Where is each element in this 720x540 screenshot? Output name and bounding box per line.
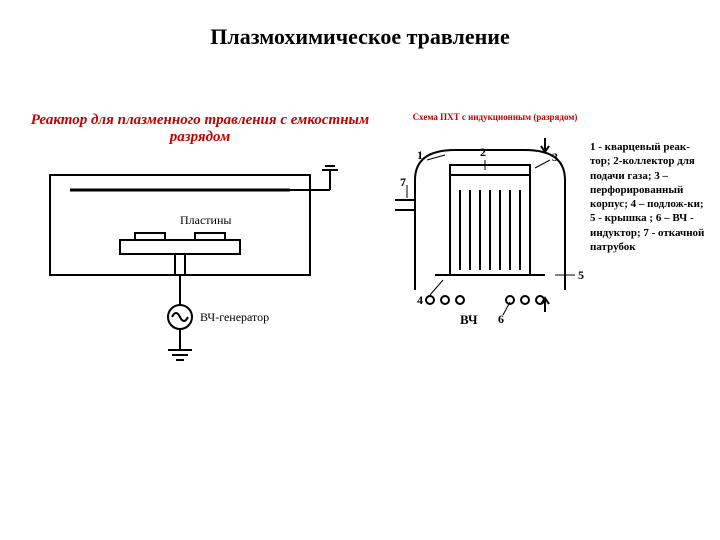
- label-bch: ВЧ: [460, 312, 478, 328]
- num-7: 7: [400, 175, 406, 190]
- label-plates: Пластины: [180, 213, 231, 228]
- right-diagram-caption: Схема ПХТ с индукционным (разрядом): [410, 112, 580, 122]
- slide-title: Плазмохимическое травление: [0, 24, 720, 50]
- left-diagram-caption: Реактор для плазменного травления с емко…: [30, 112, 370, 146]
- num-4: 4: [417, 293, 423, 308]
- label-generator: ВЧ-генератор: [200, 310, 269, 325]
- num-6: 6: [498, 312, 504, 327]
- num-3: 3: [552, 150, 558, 165]
- left-diagram: [30, 165, 370, 375]
- num-1: 1: [417, 148, 423, 163]
- num-2: 2: [480, 145, 486, 160]
- num-5: 5: [578, 268, 584, 283]
- legend-text: 1 - кварцевый реак-тор; 2-коллектор для …: [590, 140, 710, 254]
